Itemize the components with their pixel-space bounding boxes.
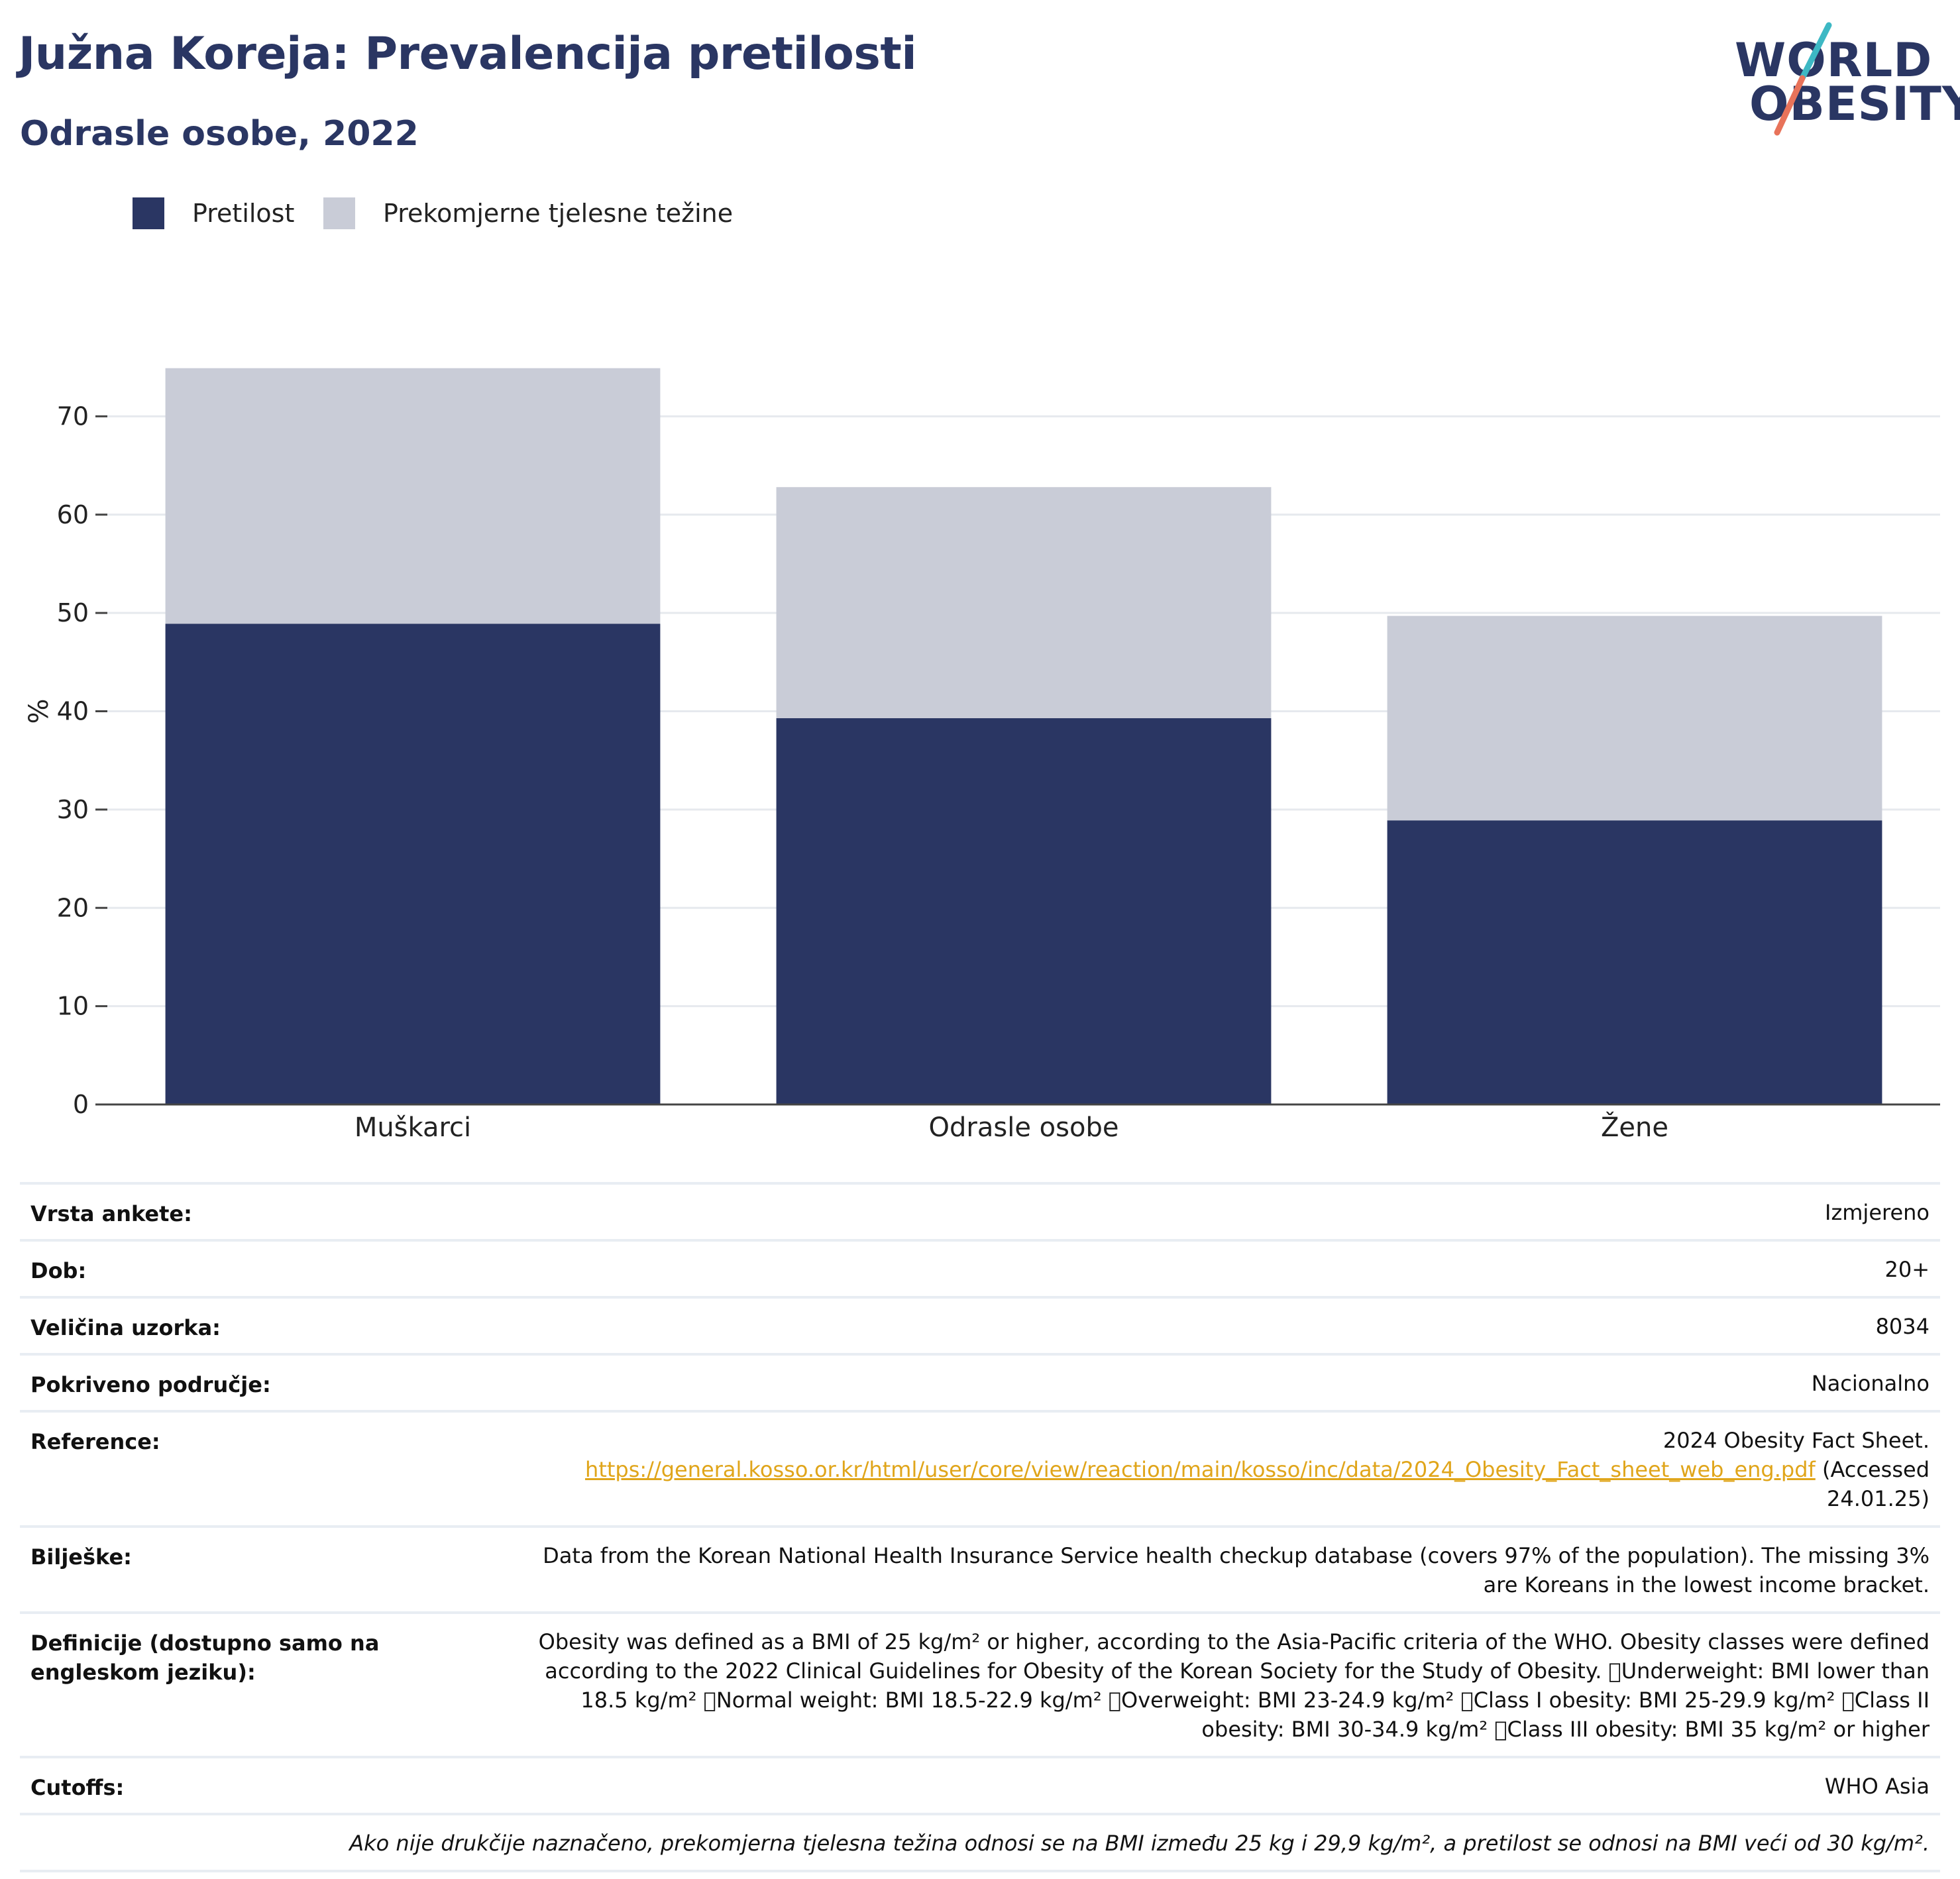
row-label: Bilješke: bbox=[30, 1544, 132, 1570]
row-label: Pokriveno područje: bbox=[30, 1372, 271, 1397]
logo-word-world: WORLD bbox=[1735, 33, 1933, 87]
y-tick-label: 70 bbox=[57, 402, 89, 431]
x-category-label: Odrasle osobe bbox=[929, 1112, 1119, 1143]
y-tick-label: 50 bbox=[57, 598, 89, 627]
table-row: Bilješke: Data from the Korean National … bbox=[20, 1525, 1940, 1611]
bar-overweight[interactable] bbox=[1387, 616, 1882, 821]
y-tick-label: 0 bbox=[73, 1090, 89, 1119]
row-value: Nacionalno bbox=[1811, 1371, 1930, 1396]
table-row: Definicije (dostupno samo na engleskom j… bbox=[20, 1611, 1940, 1756]
row-value: 2024 Obesity Fact Sheet. https://general… bbox=[514, 1426, 1930, 1513]
page-title: Južna Koreja: Prevalencija pretilosti bbox=[19, 28, 917, 80]
row-label: Veličina uzorka: bbox=[30, 1315, 221, 1340]
logo-slash-icon bbox=[1774, 22, 1832, 136]
table-row: Vrsta ankete: Izmjereno bbox=[20, 1182, 1940, 1239]
x-category-label: Muškarci bbox=[354, 1112, 471, 1143]
row-label: Definicije (dostupno samo na engleskom j… bbox=[30, 1631, 380, 1685]
bar-overweight[interactable] bbox=[776, 487, 1272, 718]
legend-swatch-overweight bbox=[323, 197, 355, 229]
table-row: Dob: 20+ bbox=[20, 1239, 1940, 1296]
bar-chart: 0 10 20 30 40 50 60 70% Muškarci Odrasle osobe Žen… bbox=[24, 368, 1940, 1143]
y-tick-label: 60 bbox=[57, 500, 89, 529]
bar-obesity[interactable] bbox=[776, 718, 1272, 1104]
row-label: Vrsta ankete: bbox=[30, 1201, 192, 1226]
reference-accessed: (Accessed 24.01.25) bbox=[1822, 1457, 1930, 1511]
row-value: 8034 bbox=[1875, 1314, 1930, 1339]
y-tick-label: 10 bbox=[57, 992, 89, 1021]
y-tick-label: 30 bbox=[57, 795, 89, 824]
y-axis-label: % bbox=[24, 698, 54, 724]
x-category-label: Žene bbox=[1601, 1111, 1668, 1143]
row-value: Izmjereno bbox=[1825, 1200, 1930, 1225]
reference-title: 2024 Obesity Fact Sheet. bbox=[1662, 1428, 1930, 1453]
row-value: 20+ bbox=[1884, 1257, 1930, 1282]
y-tick-label: 20 bbox=[57, 893, 89, 922]
table-row: Pokriveno područje: Nacionalno bbox=[20, 1353, 1940, 1410]
bar-obesity[interactable] bbox=[1387, 820, 1882, 1104]
y-tick-label: 40 bbox=[57, 697, 89, 726]
legend-label-obesity: Pretilost bbox=[192, 199, 295, 228]
legend-swatch-obesity bbox=[133, 197, 164, 229]
row-label: Dob: bbox=[30, 1258, 87, 1283]
row-label: Cutoffs: bbox=[30, 1775, 125, 1800]
world-obesity-logo: WORLD OBESITY bbox=[1729, 19, 1960, 138]
row-label: Reference: bbox=[30, 1429, 160, 1454]
row-value: WHO Asia bbox=[1824, 1774, 1930, 1799]
reference-link[interactable]: https://general.kosso.or.kr/html/user/co… bbox=[585, 1457, 1816, 1482]
legend-label-overweight: Prekomjerne tjelesne težine bbox=[383, 199, 734, 228]
row-value: Data from the Korean National Health Ins… bbox=[543, 1543, 1930, 1597]
page-subtitle: Odrasle osobe, 2022 bbox=[20, 114, 419, 154]
table-row: Reference: 2024 Obesity Fact Sheet. http… bbox=[20, 1410, 1940, 1525]
table-row: Cutoffs: WHO Asia bbox=[20, 1756, 1940, 1813]
bar-obesity[interactable] bbox=[165, 623, 661, 1104]
table-row: Veličina uzorka: 8034 bbox=[20, 1296, 1940, 1353]
row-value: Obesity was defined as a BMI of 25 kg/m²… bbox=[538, 1629, 1930, 1742]
footnote: Ako nije drukčije naznačeno, prekomjerna… bbox=[20, 1813, 1940, 1872]
bar-overweight[interactable] bbox=[165, 368, 661, 624]
metadata-table: Vrsta ankete: Izmjereno Dob: 20+ Veličin… bbox=[20, 1182, 1940, 1872]
